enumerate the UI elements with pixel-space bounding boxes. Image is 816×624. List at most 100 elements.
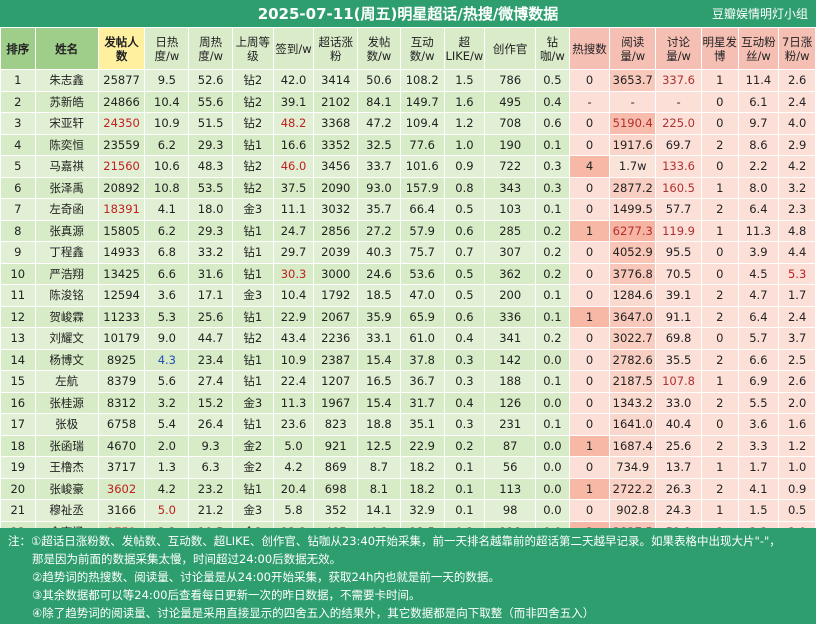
table-cell: 0.3: [535, 176, 570, 199]
table-cell: 26.4: [188, 413, 233, 436]
table-cell: 11.1: [272, 198, 315, 221]
table-cell: 3.2: [778, 176, 816, 199]
name-cell: 宋亚轩: [34, 112, 99, 135]
table-cell: 8.7: [357, 456, 401, 479]
table-cell: 10.8: [144, 176, 190, 199]
col-header[interactable]: 互动粉丝/w: [737, 27, 780, 70]
table-cell: 3.9: [737, 241, 780, 264]
table-cell: 钻1: [231, 305, 274, 328]
table-cell: 337.6: [655, 69, 702, 92]
table-cell: 39.1: [655, 284, 702, 307]
table-cell: 734.9: [609, 456, 657, 479]
col-header[interactable]: 周热度/w: [188, 27, 233, 70]
col-header[interactable]: 签到/w: [272, 27, 315, 70]
table-cell: 101.6: [399, 155, 445, 178]
table-cell: 0.5: [535, 69, 570, 92]
table-cell: 12594: [97, 284, 146, 307]
table-cell: 0: [568, 262, 611, 285]
table-cell: 4.0: [778, 112, 816, 135]
table-cell: 钻1: [231, 262, 274, 285]
table-cell: 金2: [231, 434, 274, 457]
table-row: 16 张桂源 8312 3.2 15.2 金3 11.3 1967 15.4 31.7 0.4 126…: [0, 391, 816, 414]
table-cell: 44.7: [188, 327, 233, 350]
table-cell: 1.2: [443, 112, 486, 135]
col-header[interactable]: 讨论量/w: [655, 27, 702, 70]
table-cell: 15805: [97, 219, 146, 242]
table-cell: 869: [313, 456, 359, 479]
table-cell: 24350: [97, 112, 146, 135]
table-cell: 57.9: [399, 219, 445, 242]
table-cell: 2: [700, 348, 739, 371]
table-cell: 6758: [97, 413, 146, 436]
note-line: 注：①超话日涨粉数、发帖数、互动数、超LIKE、创作官、钻咖从23:40开始采集…: [8, 534, 781, 548]
table-cell: 15.4: [357, 348, 401, 371]
table-cell: 钻1: [231, 477, 274, 500]
col-header[interactable]: 钻咖/w: [535, 27, 570, 70]
table-cell: 0.0: [535, 348, 570, 371]
table-cell: 2387: [313, 348, 359, 371]
col-header[interactable]: 创作官: [484, 27, 537, 70]
table-cell: 2102: [313, 90, 359, 113]
col-header[interactable]: 阅读量/w: [609, 27, 657, 70]
col-header[interactable]: 超LIKE/w: [443, 27, 486, 70]
table-cell: 0: [700, 327, 739, 350]
table-cell: 18.2: [399, 477, 445, 500]
col-header[interactable]: 日热度/w: [144, 27, 190, 70]
table-cell: 103: [484, 198, 537, 221]
table-cell: 10179: [97, 327, 146, 350]
table-cell: 25877: [97, 69, 146, 92]
table-cell: 0.3: [443, 370, 486, 393]
table-cell: 65.9: [399, 305, 445, 328]
table-cell: 3602: [97, 477, 146, 500]
table-cell: 107.8: [655, 370, 702, 393]
col-header[interactable]: 发帖数/w: [357, 27, 401, 70]
table-cell: 160.5: [655, 176, 702, 199]
table-cell: 0: [700, 241, 739, 264]
table-cell: 4.2: [778, 155, 816, 178]
table-cell: 18: [0, 434, 36, 457]
table-cell: 108.2: [399, 69, 445, 92]
table-cell: 10.6: [144, 155, 190, 178]
table-cell: 4.2: [272, 456, 315, 479]
table-cell: -: [609, 90, 657, 113]
col-header[interactable]: 7日涨粉/w: [778, 27, 816, 70]
table-cell: 0.3: [443, 413, 486, 436]
table-cell: 13.7: [655, 456, 702, 479]
table-cell: 47.2: [357, 112, 401, 135]
table-cell: 40.3: [357, 241, 401, 264]
table-cell: 0.1: [535, 198, 570, 221]
table-cell: 9.5: [144, 69, 190, 92]
col-header[interactable]: 上周等级: [231, 27, 274, 70]
name-cell: 陈奕恒: [34, 133, 99, 156]
table-cell: 4.5: [737, 262, 780, 285]
table-cell: 48.3: [188, 155, 233, 178]
table-cell: 0: [700, 90, 739, 113]
table-cell: 61.0: [399, 327, 445, 350]
table-cell: 0: [568, 69, 611, 92]
table-cell: 0.4: [443, 391, 486, 414]
table-cell: 1.7w: [609, 155, 657, 178]
table-cell: 921: [313, 434, 359, 457]
table-cell: 11233: [97, 305, 146, 328]
col-header[interactable]: 热搜数: [568, 27, 611, 70]
table-cell: 24.6: [357, 262, 401, 285]
col-header[interactable]: 姓名: [34, 27, 99, 70]
col-header[interactable]: 互动数/w: [399, 27, 445, 70]
table-cell: 3.7: [778, 327, 816, 350]
col-header[interactable]: 排序: [0, 27, 36, 70]
table-cell: 119.9: [655, 219, 702, 242]
table-cell: 1499.5: [609, 198, 657, 221]
table-cell: 35.5: [655, 348, 702, 371]
table-cell: 0.0: [535, 477, 570, 500]
note-line: ③其余数据都可以等24:00后查看每日更新一次的昨日数据，不需要卡时间。: [32, 588, 421, 602]
table-cell: 0.2: [535, 219, 570, 242]
name-cell: 张函瑞: [34, 434, 99, 457]
table-cell: 17.1: [188, 284, 233, 307]
col-header[interactable]: 明星发博: [700, 27, 739, 70]
table-cell: 11.3: [272, 391, 315, 414]
table-cell: 113: [484, 477, 537, 500]
table-cell: 69.7: [655, 133, 702, 156]
col-header[interactable]: 发帖人数: [97, 27, 146, 70]
col-header[interactable]: 超话涨粉: [313, 27, 359, 70]
table-cell: 19: [0, 456, 36, 479]
